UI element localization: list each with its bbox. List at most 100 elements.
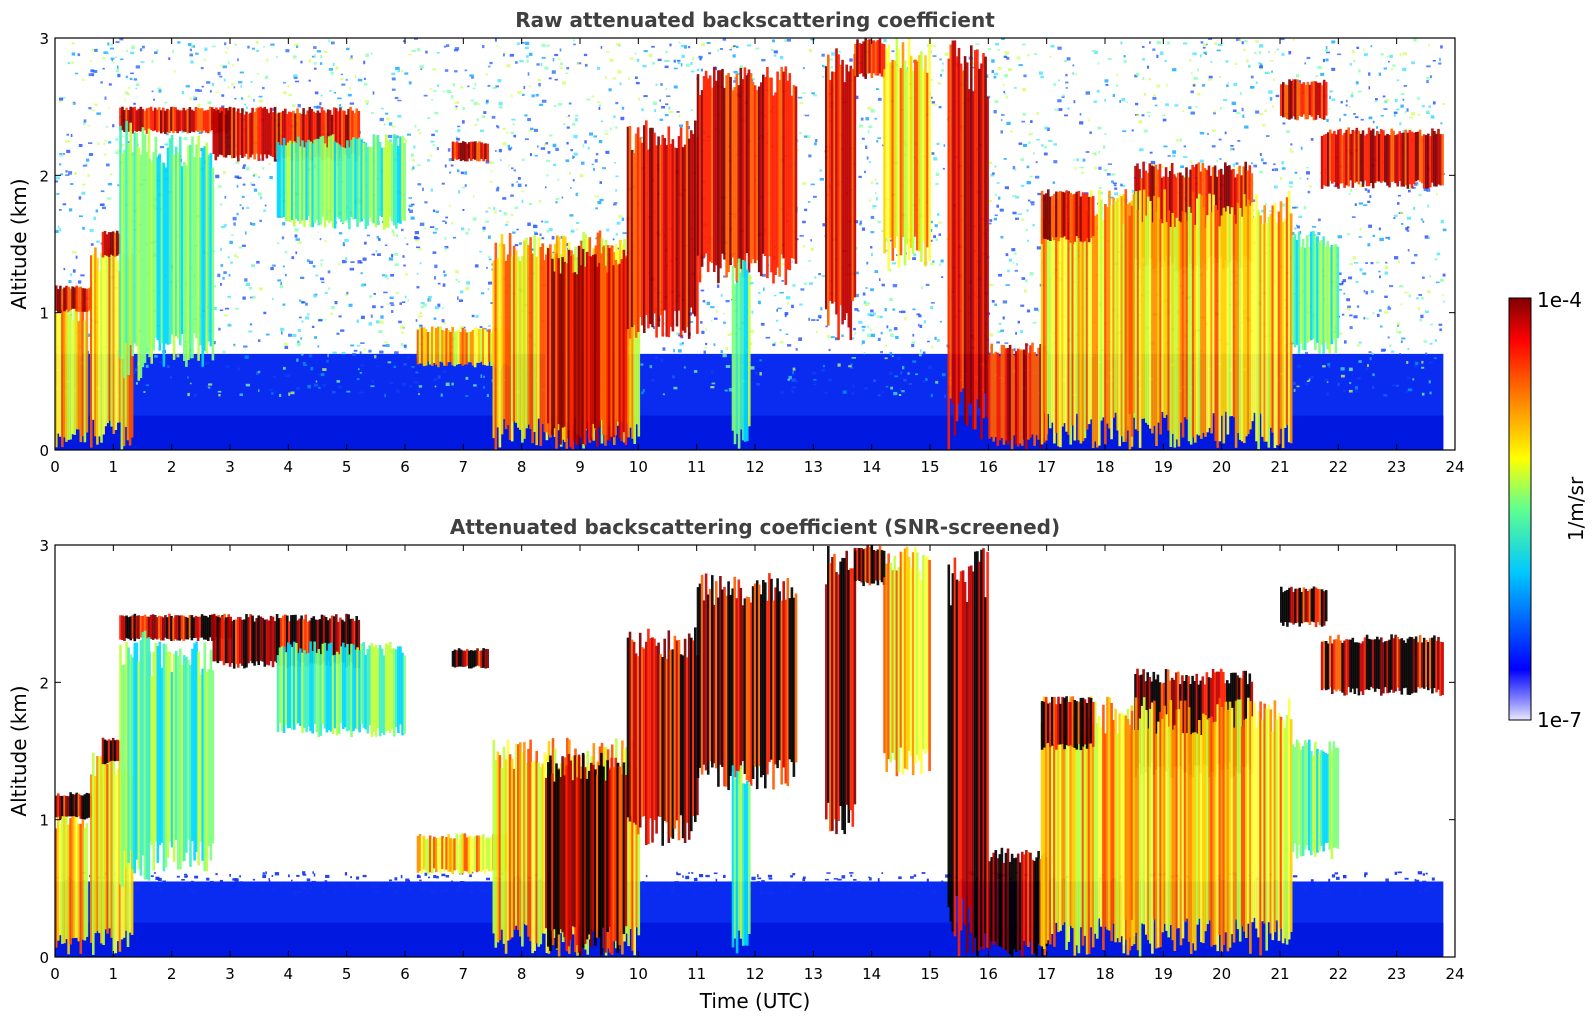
noise-pixel bbox=[1259, 170, 1263, 174]
feature-streak bbox=[1189, 212, 1193, 445]
noise-pixel bbox=[1282, 122, 1286, 125]
noise-pixel bbox=[544, 220, 549, 224]
noise-pixel bbox=[1440, 219, 1444, 224]
feature-streak bbox=[79, 301, 83, 443]
feature-streak bbox=[990, 343, 993, 437]
noise-pixel bbox=[1365, 262, 1368, 264]
feature-streak bbox=[1061, 210, 1064, 427]
noise-pixel bbox=[1281, 53, 1285, 56]
noise-pixel bbox=[360, 283, 364, 287]
noise-pixel bbox=[461, 227, 465, 231]
noise-pixel bbox=[1116, 73, 1118, 77]
feature-streak bbox=[1394, 135, 1397, 184]
noise-pixel bbox=[1231, 101, 1236, 105]
feature-streak bbox=[768, 77, 771, 257]
noise-pixel bbox=[1385, 236, 1389, 239]
feature-streak bbox=[1012, 355, 1016, 436]
noise-pixel bbox=[407, 299, 409, 302]
noise-pixel bbox=[868, 125, 873, 129]
noise-pixel bbox=[1386, 55, 1390, 58]
noise-pixel bbox=[488, 206, 491, 209]
noise-pixel bbox=[619, 82, 622, 86]
noise-pixel bbox=[888, 328, 892, 332]
noise-pixel bbox=[482, 45, 485, 49]
feature-streak bbox=[696, 74, 700, 256]
noise-pixel bbox=[502, 127, 506, 130]
noise-pixel bbox=[1438, 323, 1443, 326]
noise-pixel bbox=[720, 294, 723, 297]
noise-pixel bbox=[848, 365, 852, 368]
noise-pixel bbox=[876, 197, 878, 201]
feature-streak bbox=[535, 256, 538, 446]
feature-streak bbox=[243, 114, 246, 157]
noise-pixel bbox=[609, 58, 614, 62]
noise-pixel bbox=[387, 134, 393, 138]
feature-streak bbox=[1158, 163, 1162, 262]
feature-streak bbox=[1275, 222, 1279, 446]
noise-pixel bbox=[927, 365, 933, 369]
feature-streak bbox=[282, 137, 286, 217]
noise-pixel bbox=[1112, 182, 1117, 185]
feature-streak bbox=[1214, 205, 1217, 441]
noise-pixel bbox=[537, 145, 539, 148]
noise-pixel bbox=[345, 78, 348, 81]
feature-streak bbox=[261, 108, 265, 161]
noise-pixel bbox=[237, 58, 239, 62]
noise-pixel bbox=[80, 274, 85, 277]
feature-streak bbox=[523, 240, 526, 439]
feature-streak bbox=[63, 300, 66, 438]
feature-streak bbox=[382, 147, 386, 230]
noise-pixel bbox=[460, 86, 464, 89]
noise-pixel bbox=[825, 325, 828, 328]
feature-streak bbox=[901, 42, 905, 238]
noise-pixel bbox=[1113, 184, 1117, 187]
noise-pixel bbox=[236, 256, 239, 259]
noise-pixel bbox=[1317, 66, 1322, 69]
noise-pixel bbox=[1372, 386, 1375, 389]
noise-pixel bbox=[364, 82, 368, 86]
feature-streak bbox=[1361, 130, 1365, 187]
noise-pixel bbox=[393, 365, 397, 368]
noise-pixel bbox=[432, 144, 436, 147]
feature-streak bbox=[876, 40, 880, 76]
feature-streak bbox=[1140, 222, 1144, 419]
noise-pixel bbox=[763, 287, 765, 291]
feature-streak bbox=[384, 134, 388, 228]
noise-pixel bbox=[918, 354, 922, 357]
feature-streak bbox=[129, 122, 132, 346]
noise-pixel bbox=[1358, 341, 1362, 344]
noise-pixel bbox=[391, 229, 394, 233]
noise-pixel bbox=[700, 321, 703, 324]
feature-streak bbox=[776, 71, 779, 268]
noise-pixel bbox=[340, 329, 345, 332]
noise-pixel bbox=[758, 291, 761, 294]
noise-pixel bbox=[240, 85, 242, 88]
noise-pixel bbox=[929, 239, 933, 242]
feature-streak bbox=[733, 87, 736, 268]
feature-streak bbox=[1122, 224, 1126, 442]
noise-pixel bbox=[927, 340, 930, 343]
noise-pixel bbox=[1180, 165, 1185, 168]
noise-pixel bbox=[404, 72, 409, 75]
feature-streak bbox=[376, 135, 380, 225]
noise-pixel bbox=[1234, 62, 1238, 65]
noise-pixel bbox=[1104, 133, 1107, 135]
feature-streak bbox=[1265, 222, 1268, 442]
noise-pixel bbox=[992, 172, 995, 175]
noise-pixel bbox=[334, 890, 337, 894]
noise-pixel bbox=[380, 315, 384, 319]
feature-streak bbox=[1341, 135, 1344, 184]
feature-streak bbox=[1259, 215, 1262, 414]
feature-streak bbox=[947, 58, 951, 450]
noise-pixel bbox=[605, 150, 610, 154]
feature-streak bbox=[352, 137, 355, 220]
feature-streak bbox=[153, 107, 157, 131]
noise-pixel bbox=[1076, 158, 1079, 162]
raw-x-axis: 0 1 2 3 4 5 6 7 8 9 10 11 12 13 14 15 16 17 18 19 20 21 22 23 24 bbox=[50, 38, 1465, 476]
noise-pixel bbox=[854, 332, 857, 335]
noise-pixel bbox=[96, 112, 101, 115]
feature-streak bbox=[512, 245, 516, 422]
noise-pixel bbox=[1216, 49, 1221, 52]
noise-pixel bbox=[1241, 107, 1244, 112]
